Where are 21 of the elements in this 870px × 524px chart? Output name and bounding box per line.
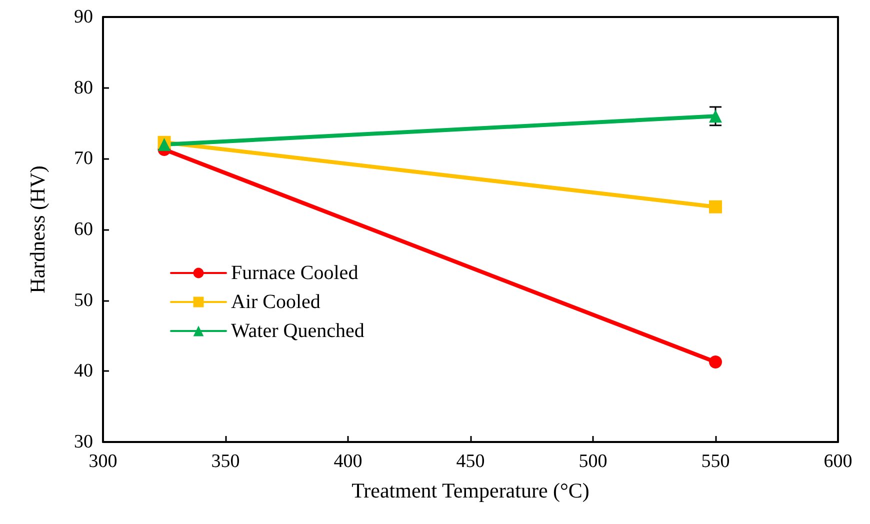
x-tick-label: 300 [88, 451, 118, 472]
x-tick-label: 500 [578, 451, 608, 472]
legend-label: Water Quenched [231, 320, 364, 342]
x-axis-title: Treatment Temperature (°C) [352, 478, 590, 502]
x-tick-label: 450 [456, 451, 485, 472]
y-tick-label: 90 [74, 6, 93, 28]
y-tick-label: 30 [74, 432, 93, 452]
y-axis-title: Hardness (HV) [26, 166, 50, 294]
x-tick-label: 550 [701, 451, 730, 472]
legend-label: Air Cooled [231, 291, 320, 313]
y-tick-label: 80 [74, 77, 93, 98]
point [709, 355, 722, 368]
y-tick-label: 60 [74, 219, 93, 240]
y-tick-label: 40 [74, 360, 93, 382]
point [709, 200, 722, 214]
x-tick-label: 600 [824, 451, 852, 472]
x-tick-label: 400 [334, 451, 362, 472]
legend-label: Furnace Cooled [231, 262, 358, 284]
y-tick-label: 50 [74, 290, 93, 311]
x-tick-label: 350 [211, 451, 240, 472]
y-tick-label: 70 [74, 148, 93, 170]
